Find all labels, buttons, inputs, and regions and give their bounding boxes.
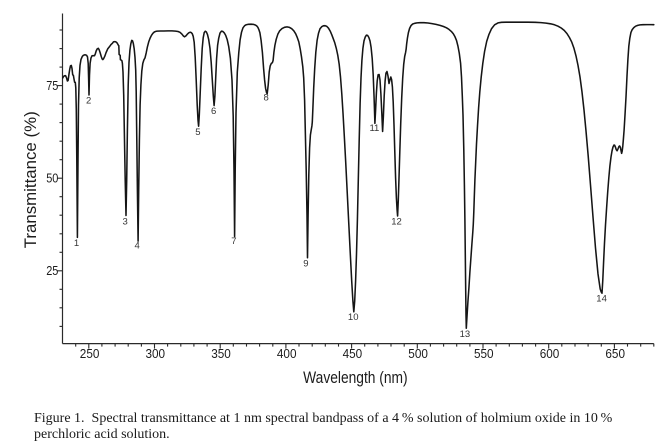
svg-text:2: 2 (86, 96, 91, 107)
svg-text:8: 8 (263, 93, 268, 104)
svg-text:10: 10 (348, 312, 359, 323)
svg-text:7: 7 (231, 236, 236, 247)
svg-text:13: 13 (460, 329, 471, 340)
svg-text:650: 650 (605, 346, 625, 361)
svg-text:12: 12 (391, 217, 402, 228)
svg-text:4: 4 (134, 241, 139, 252)
svg-text:9: 9 (303, 258, 308, 269)
svg-text:3: 3 (123, 216, 128, 227)
svg-text:250: 250 (80, 346, 100, 361)
svg-text:600: 600 (540, 346, 560, 361)
svg-text:350: 350 (211, 346, 231, 361)
svg-text:5: 5 (195, 127, 200, 138)
svg-text:400: 400 (277, 346, 297, 361)
svg-text:6: 6 (211, 106, 216, 117)
svg-text:14: 14 (596, 294, 607, 305)
svg-text:Wavelength (nm): Wavelength (nm) (303, 369, 408, 387)
svg-text:75: 75 (46, 78, 58, 93)
svg-text:11: 11 (369, 123, 379, 134)
svg-text:300: 300 (146, 346, 166, 361)
svg-text:Transmittance (%): Transmittance (%) (22, 111, 40, 248)
svg-text:500: 500 (408, 346, 428, 361)
svg-text:50: 50 (46, 171, 58, 186)
svg-text:550: 550 (474, 346, 494, 361)
svg-text:25: 25 (46, 263, 58, 278)
svg-text:1: 1 (74, 238, 79, 249)
svg-text:450: 450 (343, 346, 363, 361)
